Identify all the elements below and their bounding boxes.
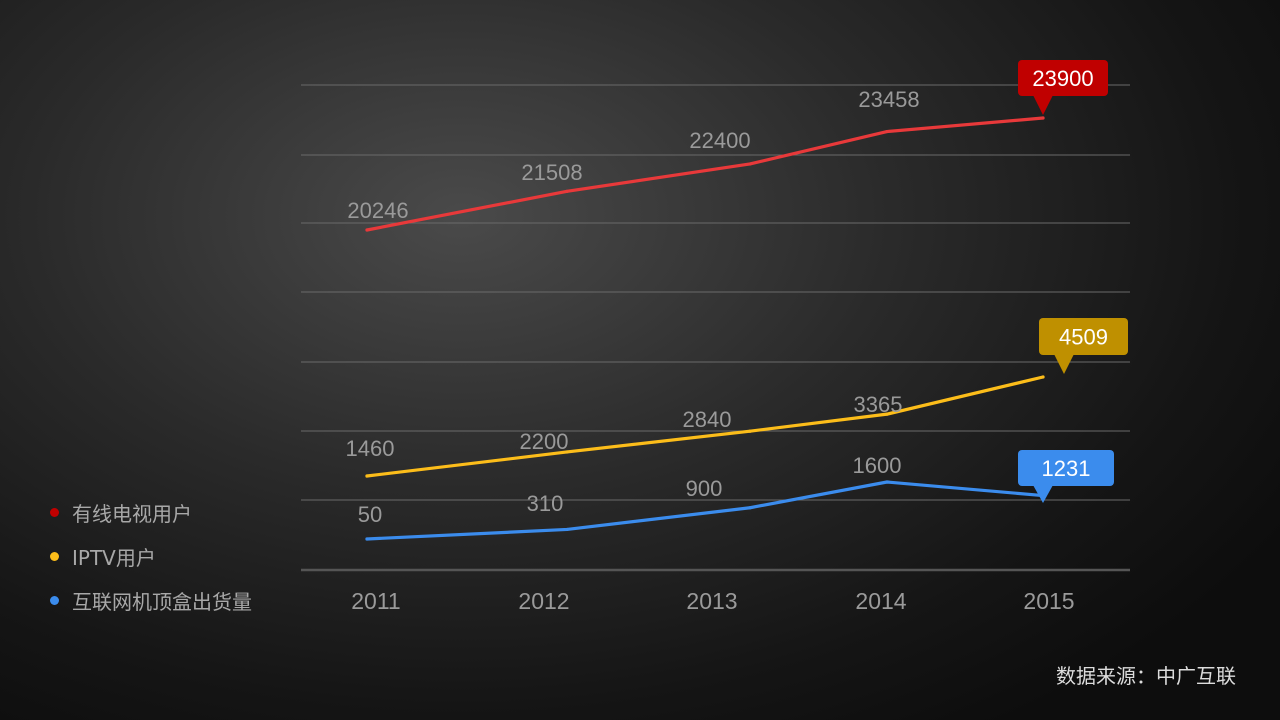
- series-0-point-2014: [885, 129, 889, 134]
- data-source-note: 数据来源：中广互联: [1056, 664, 1236, 688]
- chart-data-labels: 20246 21508 22400 23458 1460 2200 2840 3365 50 31…: [346, 87, 920, 527]
- legend-label-ott-box: 互联网机顶盒出货量: [72, 589, 252, 614]
- series-0-label-2011: 20246: [347, 198, 408, 223]
- chart-legend: 有线电视用户 IPTV用户 互联网机顶盒出货量: [50, 490, 252, 622]
- series-0-callout: 23900: [1018, 60, 1108, 115]
- chart-gridlines: [301, 84, 1130, 501]
- series-0-label-2013: 22400: [689, 128, 750, 153]
- x-tick-label-2015: 2015: [1023, 588, 1074, 614]
- series-0-point-2011: [365, 228, 369, 232]
- series-1-point-2011: [365, 474, 369, 478]
- series-2-label-2014: 1600: [853, 453, 902, 478]
- series-2-label-2013: 900: [686, 476, 723, 501]
- series-2-callout-label: 1231: [1042, 456, 1091, 481]
- legend-marker-ott-box: [50, 595, 59, 605]
- chart-series-lines: [365, 116, 1045, 541]
- legend-item-cable-tv: 有线电视用户: [50, 490, 252, 534]
- series-2-label-2011: 50: [358, 502, 382, 527]
- series-1-callout-label: 4509: [1059, 325, 1108, 350]
- series-2-point-2014: [885, 480, 889, 484]
- series-1-label-2012: 2200: [520, 429, 569, 454]
- legend-marker-cable-tv: [50, 507, 59, 517]
- legend-label-cable-tv: 有线电视用户: [72, 501, 192, 526]
- series-2-point-2011: [365, 537, 369, 541]
- series-0-point-2015: [1041, 116, 1045, 120]
- series-0-point-2012: [565, 189, 569, 193]
- series-2-point-2012: [565, 527, 569, 532]
- legend-marker-iptv: [50, 551, 59, 561]
- series-0-callout-label: 23900: [1032, 66, 1093, 91]
- legend-label-iptv: IPTV用户: [72, 545, 156, 570]
- series-0-label-2012: 21508: [521, 160, 582, 185]
- legend-item-ott-box: 互联网机顶盒出货量: [50, 578, 252, 622]
- series-1-point-2014: [885, 412, 889, 416]
- series-0-point-2013: [748, 162, 752, 166]
- chart-callouts: 23900 4509 1231: [1018, 60, 1128, 503]
- series-2-callout: 1231: [1018, 450, 1114, 503]
- series-2-point-2013: [748, 506, 752, 510]
- x-tick-label-2012: 2012: [518, 588, 569, 614]
- series-1-label-2013: 2840: [683, 407, 732, 432]
- x-tick-label-2014: 2014: [855, 588, 906, 614]
- series-1-callout: 4509: [1039, 318, 1128, 374]
- series-1-label-2014: 3365: [854, 392, 903, 417]
- x-axis: 2011 2012 2013 2014 2015: [301, 568, 1130, 614]
- series-1-point-2012: [565, 450, 569, 454]
- series-1-point-2013: [748, 429, 752, 433]
- series-0-label-2014: 23458: [858, 87, 919, 112]
- series-1-point-2015: [1041, 375, 1045, 379]
- series-1-label-2011: 1460: [346, 436, 395, 461]
- series-2-label-2012: 310: [527, 491, 564, 516]
- x-tick-label-2011: 2011: [351, 588, 400, 614]
- x-tick-label-2013: 2013: [686, 588, 737, 614]
- legend-item-iptv: IPTV用户: [50, 534, 252, 578]
